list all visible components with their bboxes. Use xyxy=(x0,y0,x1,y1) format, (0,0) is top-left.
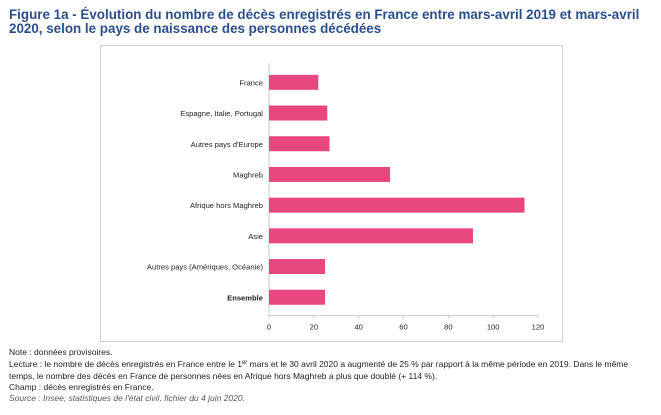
category-label-1: Espagne, Italie, Portugal xyxy=(180,109,263,118)
bar-7 xyxy=(269,289,326,305)
category-label-4: Afrique hors Maghreb xyxy=(190,201,263,210)
x-tick-label-4: 80 xyxy=(444,323,452,332)
bar-chart: France Espagne, Italie, Portugal Autres pa… xyxy=(147,63,545,332)
lecture-superscript: er xyxy=(241,360,248,367)
note-text: Note : données provisoires. xyxy=(9,347,113,357)
x-tick-label-5: 100 xyxy=(487,323,500,332)
x-tick-label-0: 0 xyxy=(267,323,271,332)
category-label-6: Autres pays (Amériques, Océanie) xyxy=(147,263,264,272)
bar-0 xyxy=(269,74,319,90)
x-tick-label-1: 20 xyxy=(310,323,318,332)
x-tick-label-6: 120 xyxy=(532,323,545,332)
x-tick-label-2: 40 xyxy=(354,323,362,332)
category-label-0: France xyxy=(239,78,263,87)
category-label-5: Asie xyxy=(248,232,263,241)
lecture-text: Lecture : le nombre de décès enregistrés… xyxy=(9,358,654,382)
category-label-3: Maghreb xyxy=(233,170,263,179)
x-tick-label-3: 60 xyxy=(399,323,407,332)
category-label-7: Ensemble xyxy=(227,293,263,302)
bar-1 xyxy=(269,105,328,121)
bar-2 xyxy=(269,136,330,152)
lecture-text-part-1: Lecture : le nombre de décès enregistrés… xyxy=(9,359,242,370)
notes-block: Note : données provisoires. Lecture : le… xyxy=(9,347,654,404)
bar-3 xyxy=(269,166,391,182)
lecture-text-part-2: mars et le 30 avril 2020 a augmenté de 2… xyxy=(9,359,629,381)
source-text: Source : Insee, statistiques de l'état c… xyxy=(9,393,245,404)
chart-frame xyxy=(100,45,563,342)
bar-6 xyxy=(269,259,326,275)
champ-text: Champ : décès enregistrés en France. xyxy=(9,381,154,392)
category-label-2: Autres pays d'Europe xyxy=(191,140,263,149)
figure-title: Figure 1a - Évolution du nombre de décès… xyxy=(9,7,640,36)
bar-4 xyxy=(269,197,525,213)
bar-5 xyxy=(269,228,473,244)
